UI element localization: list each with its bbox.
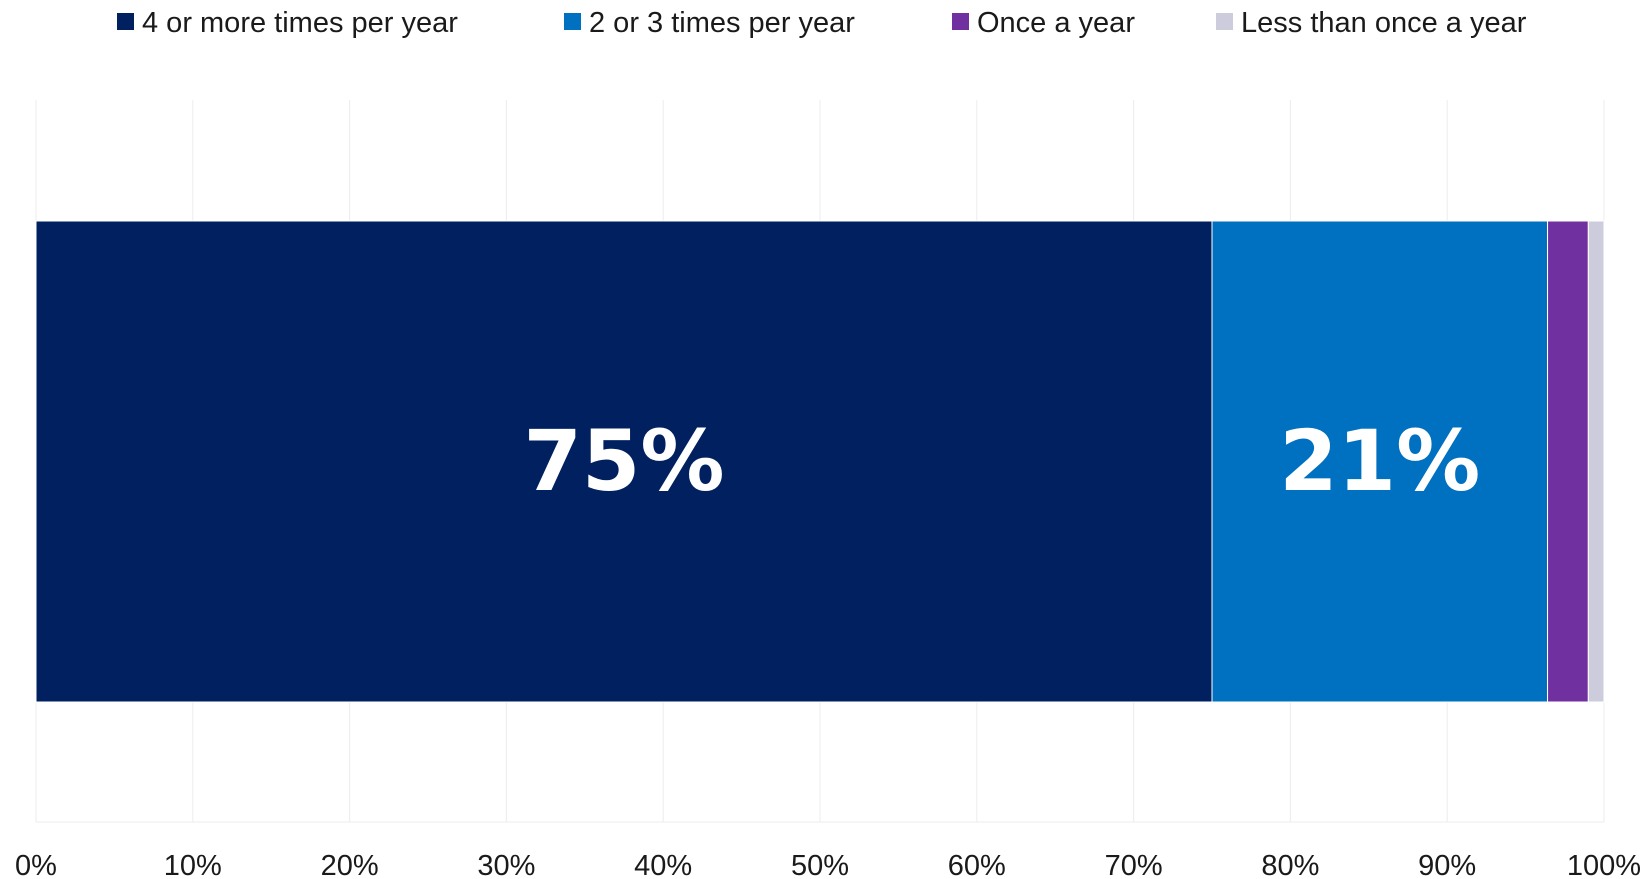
legend-swatch	[117, 13, 134, 30]
data-label: 75%	[523, 412, 724, 510]
x-tick-label: 90%	[1418, 850, 1476, 879]
bar-segment-2	[1211, 220, 1549, 703]
x-axis-ticks: 0% 10% 20% 30% 40% 50% 60% 70% 80% 90% 100%	[15, 850, 1641, 879]
x-tick-label: 40%	[634, 850, 692, 879]
legend-swatch	[952, 13, 969, 30]
x-tick-label: 100%	[1567, 850, 1641, 879]
x-tick-label: 20%	[321, 850, 379, 879]
legend-label: Once a year	[977, 7, 1135, 39]
legend: 4 or more times per year 2 or 3 times per…	[117, 7, 1527, 39]
x-tick-label: 0%	[15, 850, 57, 879]
data-label: 21%	[1279, 412, 1480, 510]
x-tick-label: 60%	[948, 850, 1006, 879]
bar-segment-3	[1547, 220, 1589, 703]
legend-label: 2 or 3 times per year	[589, 7, 855, 39]
bar-segment-4	[1587, 220, 1605, 703]
bar-segments	[35, 220, 1605, 703]
x-tick-label: 30%	[477, 850, 535, 879]
legend-swatch	[564, 13, 581, 30]
x-tick-label: 10%	[164, 850, 222, 879]
x-tick-label: 70%	[1105, 850, 1163, 879]
x-tick-label: 80%	[1261, 850, 1319, 879]
bar-segment-1	[35, 220, 1213, 703]
legend-label: Less than once a year	[1241, 7, 1527, 39]
legend-swatch	[1216, 13, 1233, 30]
data-labels: 75% 21%	[523, 412, 1480, 510]
legend-label: 4 or more times per year	[142, 7, 458, 39]
x-tick-label: 50%	[791, 850, 849, 879]
